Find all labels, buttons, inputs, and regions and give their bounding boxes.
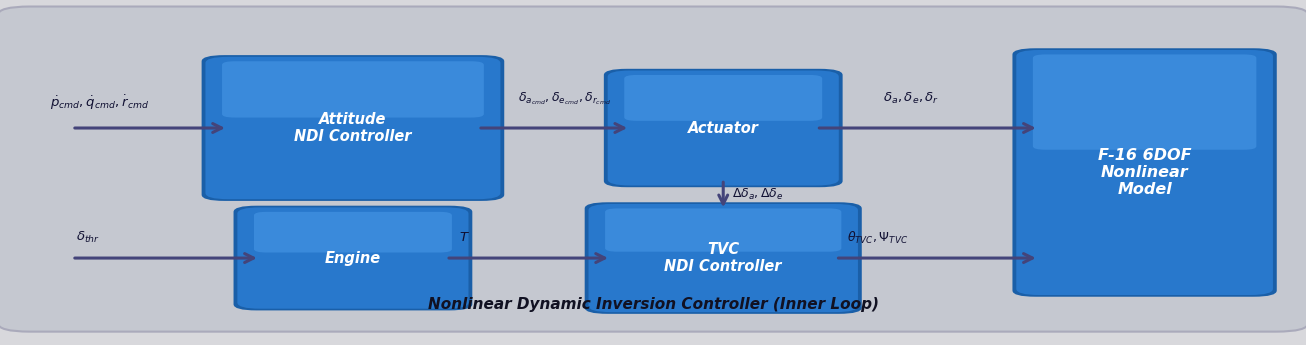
Text: Actuator: Actuator xyxy=(688,120,759,136)
FancyBboxPatch shape xyxy=(585,202,862,314)
Text: $\delta_{thr}$: $\delta_{thr}$ xyxy=(76,230,99,245)
Text: TVC
NDI Controller: TVC NDI Controller xyxy=(665,242,782,274)
FancyBboxPatch shape xyxy=(238,207,469,309)
Text: $\Delta\delta_a,\Delta\delta_e$: $\Delta\delta_a,\Delta\delta_e$ xyxy=(733,187,784,202)
FancyBboxPatch shape xyxy=(0,7,1306,332)
Text: $\dot{p}_{cmd},\dot{q}_{cmd},\dot{r}_{cmd}$: $\dot{p}_{cmd},\dot{q}_{cmd},\dot{r}_{cm… xyxy=(51,93,149,112)
Text: $T$: $T$ xyxy=(458,231,470,244)
FancyBboxPatch shape xyxy=(624,75,823,121)
FancyBboxPatch shape xyxy=(201,55,504,201)
FancyBboxPatch shape xyxy=(253,212,452,253)
Text: $\delta_{a_{cmd}},\delta_{e_{cmd}},\delta_{r_{cmd}}$: $\delta_{a_{cmd}},\delta_{e_{cmd}},\delt… xyxy=(517,91,611,107)
FancyBboxPatch shape xyxy=(1012,48,1277,297)
Text: $\delta_a,\delta_e,\delta_r$: $\delta_a,\delta_e,\delta_r$ xyxy=(883,91,939,107)
FancyBboxPatch shape xyxy=(205,57,500,199)
FancyBboxPatch shape xyxy=(222,61,483,118)
FancyBboxPatch shape xyxy=(607,70,838,186)
Text: Nonlinear Dynamic Inversion Controller (Inner Loop): Nonlinear Dynamic Inversion Controller (… xyxy=(427,297,879,312)
Text: Attitude
NDI Controller: Attitude NDI Controller xyxy=(294,112,411,144)
Text: F-16 6DOF
Nonlinear
Model: F-16 6DOF Nonlinear Model xyxy=(1098,148,1191,197)
Text: Engine: Engine xyxy=(325,250,381,266)
FancyBboxPatch shape xyxy=(589,204,858,312)
FancyBboxPatch shape xyxy=(603,69,842,187)
Text: $\theta_{TVC},\Psi_{TVC}$: $\theta_{TVC},\Psi_{TVC}$ xyxy=(848,229,908,246)
FancyBboxPatch shape xyxy=(1033,55,1256,150)
FancyBboxPatch shape xyxy=(605,208,841,252)
FancyBboxPatch shape xyxy=(1016,50,1273,295)
FancyBboxPatch shape xyxy=(234,206,473,310)
